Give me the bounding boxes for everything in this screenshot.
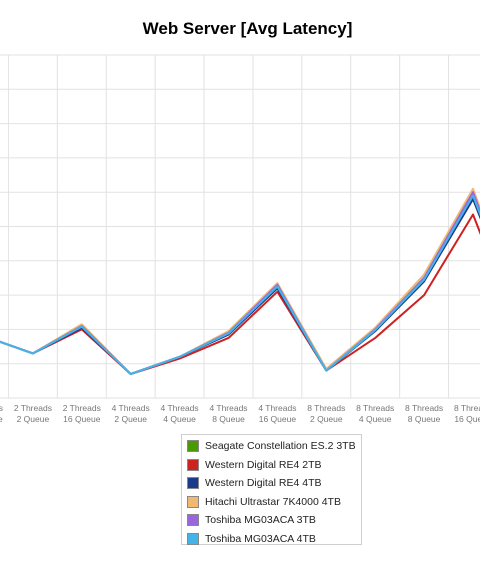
legend-label: Western Digital RE4 4TB bbox=[205, 477, 322, 490]
x-tick-label: 8 Threads 2 Queue bbox=[307, 403, 345, 424]
legend-item: Toshiba MG03ACA 4TB bbox=[187, 530, 361, 549]
legend-item: Hitachi Ultrastar 7K4000 4TB bbox=[187, 493, 361, 512]
series-line-3 bbox=[0, 187, 480, 375]
legend-swatch bbox=[187, 458, 199, 471]
x-tick-label: 4 Threads 8 Queue bbox=[209, 403, 247, 424]
x-tick-label: 2 Threads 16 Queue bbox=[63, 403, 101, 424]
legend-item: Seagate Constellation ES.2 3TB bbox=[187, 437, 361, 456]
legend-label: Toshiba MG03ACA 4TB bbox=[205, 532, 316, 545]
series-lines bbox=[0, 187, 480, 375]
x-tick-label: 8 Threads 8 Queue bbox=[405, 403, 443, 424]
series-line-0 bbox=[0, 191, 480, 375]
legend-swatch bbox=[187, 532, 199, 545]
legend-swatch bbox=[187, 514, 199, 527]
series-line-1 bbox=[0, 213, 480, 375]
legend-swatch bbox=[187, 495, 199, 508]
legend-swatch bbox=[187, 477, 199, 490]
legend-label: Toshiba MG03ACA 3TB bbox=[205, 514, 316, 527]
legend-label: Hitachi Ultrastar 7K4000 4TB bbox=[205, 495, 341, 508]
x-tick-label: 2 Threads 2 Queue bbox=[14, 403, 52, 424]
legend-label: Seagate Constellation ES.2 3TB bbox=[205, 440, 356, 453]
chart-title: Web Server [Avg Latency] bbox=[142, 19, 353, 38]
series-line-5 bbox=[0, 194, 480, 375]
legend: Seagate Constellation ES.2 3TB Western Di… bbox=[181, 434, 362, 545]
grid bbox=[0, 54, 480, 399]
x-tick-label: 4 Threads 16 Queue bbox=[258, 403, 296, 424]
legend-swatch bbox=[187, 440, 199, 453]
series-line-2 bbox=[0, 198, 480, 375]
x-tick-label: 4 Threads 2 Queue bbox=[112, 403, 150, 424]
x-tick-label: 8 Threads 4 Queue bbox=[356, 403, 394, 424]
series-line-4 bbox=[0, 191, 480, 375]
legend-label: Western Digital RE4 2TB bbox=[205, 458, 322, 471]
legend-item: Western Digital RE4 4TB bbox=[187, 474, 361, 493]
legend-item: Toshiba MG03ACA 3TB bbox=[187, 511, 361, 530]
x-tick-label: 4 Threads 4 Queue bbox=[161, 403, 199, 424]
legend-item: Western Digital RE4 2TB bbox=[187, 456, 361, 475]
